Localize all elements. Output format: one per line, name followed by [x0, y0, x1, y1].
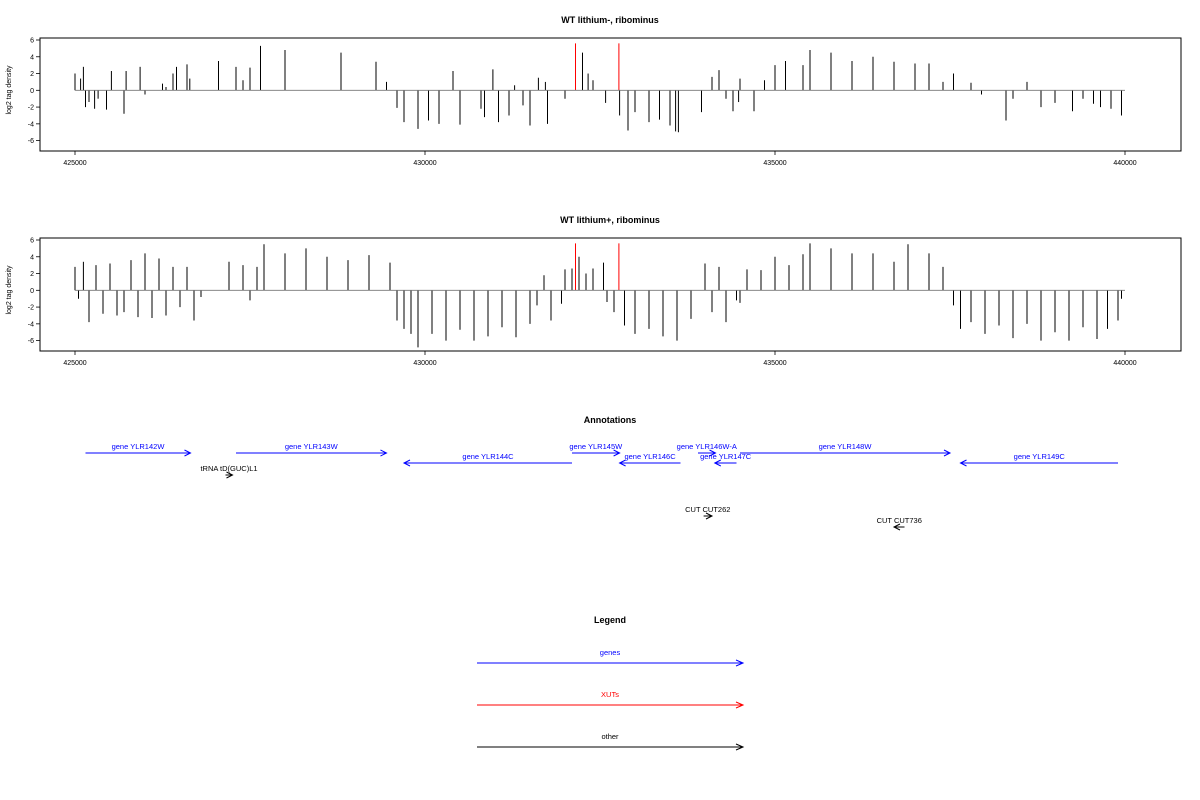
panel-2-title: WT lithium+, ribominus	[560, 215, 660, 225]
legend-label: XUTs	[601, 690, 619, 699]
x-tick-label: 430000	[413, 160, 436, 167]
annotation-feature: gene YLR142W	[85, 442, 192, 457]
legend-item-gene: genes	[477, 648, 745, 667]
annotation-features: gene YLR142W gene YLR143W gene YLR144C gene…	[85, 442, 1118, 531]
feature-arrow-head	[713, 459, 722, 467]
panel-1-bars	[74, 43, 1122, 133]
y-tick-label: 4	[30, 254, 34, 261]
feature-arrow-head	[613, 449, 621, 457]
y-tick-label: 4	[30, 54, 34, 61]
feature-label: gene YLR149C	[1014, 452, 1066, 461]
y-tick-label: -4	[28, 121, 34, 128]
feature-arrow-head	[959, 459, 967, 467]
y-tick-label: 2	[30, 71, 34, 78]
track-panel-2: WT lithium+, ribominus log2 tag density …	[6, 215, 1182, 368]
y-tick-label: 6	[30, 238, 34, 245]
feature-arrow-head	[892, 523, 901, 531]
legend-item-xut: XUTs	[477, 690, 745, 709]
feature-label: CUT CUT736	[877, 516, 922, 525]
annotation-feature: gene YLR148W	[740, 442, 952, 457]
y-tick-label: -6	[28, 138, 34, 145]
feature-arrow-head	[943, 449, 952, 457]
x-tick-label: 435000	[763, 360, 786, 367]
y-tick-label: -6	[28, 338, 34, 345]
feature-label: gene YLR142W	[112, 442, 166, 451]
feature-label: gene YLR145W	[569, 442, 623, 451]
feature-label: gene YLR146C	[624, 452, 676, 461]
legend-title: Legend	[594, 615, 626, 625]
annotation-feature: gene YLR147C	[700, 452, 752, 467]
feature-arrow-head	[709, 449, 717, 457]
panel-1-axes: 6 4 2 0 -2 -4 -6 425000 430000 435000 440000	[28, 38, 1137, 168]
y-tick-label: -2	[28, 305, 34, 312]
panel-2-ylabel: log2 tag density	[6, 265, 13, 315]
legend-arrow-head	[735, 743, 745, 751]
feature-arrow-head	[380, 449, 388, 457]
feature-label: CUT CUT262	[685, 505, 730, 514]
x-tick-label: 440000	[1113, 360, 1136, 367]
panel-2-frame	[39, 237, 1182, 352]
panel-1-frame	[39, 37, 1182, 152]
y-tick-label: 0	[30, 288, 34, 295]
panel-1-title: WT lithium-, ribominus	[561, 15, 659, 25]
annotation-feature: gene YLR145W	[569, 442, 623, 457]
legend-arrow-head	[735, 659, 745, 667]
feature-arrow-head	[226, 471, 234, 479]
y-tick-label: 6	[30, 38, 34, 45]
legend-items: genes XUTs other	[477, 648, 745, 751]
feature-label: gene YLR147C	[700, 452, 752, 461]
annotation-feature: CUT CUT736	[877, 516, 922, 531]
feature-label: gene YLR144C	[462, 452, 514, 461]
x-tick-label: 430000	[413, 360, 436, 367]
annotations-title: Annotations	[584, 415, 637, 425]
panel-1-ylabel: log2 tag density	[6, 65, 13, 115]
annotation-feature: gene YLR149C	[959, 452, 1118, 467]
annotation-feature: CUT CUT262	[685, 505, 730, 520]
y-tick-label: 2	[30, 271, 34, 278]
x-tick-label: 435000	[763, 160, 786, 167]
y-tick-label: 0	[30, 88, 34, 95]
y-tick-label: -2	[28, 105, 34, 112]
legend-label: genes	[600, 648, 621, 657]
feature-arrow-head	[184, 449, 192, 457]
feature-arrow-head	[402, 459, 411, 467]
annotation-feature: tRNA tD(GUC)L1	[200, 464, 258, 479]
track-panel-1: WT lithium-, ribominus log2 tag density …	[6, 15, 1182, 168]
legend-panel: Legend genes XUTs other	[477, 615, 745, 751]
legend-arrow-head	[735, 701, 745, 709]
panel-2-axes: 6 4 2 0 -2 -4 -6 425000 430000 435000 440000	[28, 238, 1137, 368]
annotation-feature: gene YLR146C	[618, 452, 681, 467]
feature-arrow-head	[618, 459, 626, 467]
feature-label: tRNA tD(GUC)L1	[200, 464, 257, 473]
annotation-feature: gene YLR143W	[236, 442, 388, 457]
y-tick-label: -4	[28, 321, 34, 328]
x-tick-label: 425000	[63, 360, 86, 367]
annotation-feature: gene YLR146W-A	[677, 442, 737, 457]
legend-label: other	[601, 732, 619, 741]
legend-item-other: other	[477, 732, 745, 751]
feature-label: gene YLR146W-A	[677, 442, 737, 451]
feature-label: gene YLR143W	[285, 442, 339, 451]
feature-label: gene YLR148W	[819, 442, 873, 451]
annotation-feature: gene YLR144C	[402, 452, 572, 467]
panel-2-bars	[74, 243, 1122, 348]
x-tick-label: 440000	[1113, 160, 1136, 167]
x-tick-label: 425000	[63, 160, 86, 167]
feature-arrow-head	[705, 512, 714, 520]
annotations-panel: Annotations gene YLR142W gene YLR143Wgene…	[85, 415, 1118, 531]
